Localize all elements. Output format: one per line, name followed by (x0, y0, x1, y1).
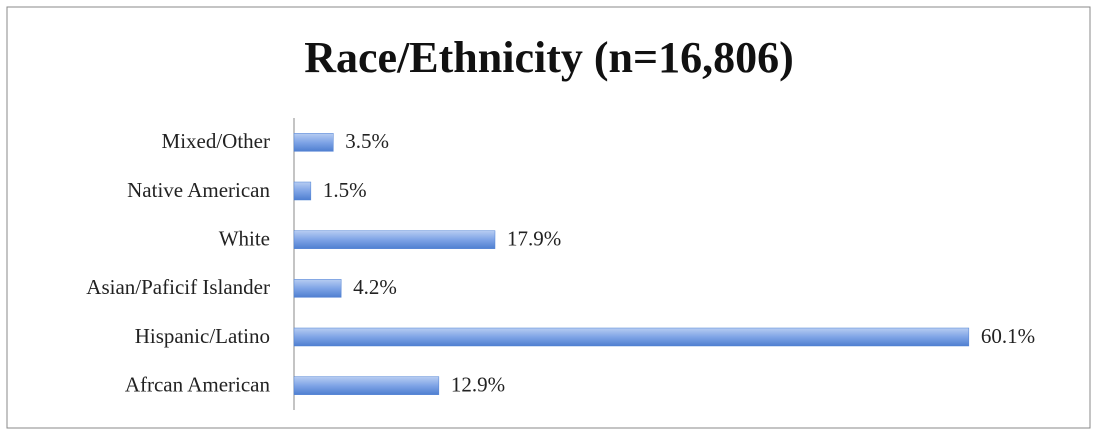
value-label: 17.9% (507, 226, 561, 250)
bar (293, 327, 970, 347)
value-label: 1.5% (323, 178, 367, 202)
y-tick-label: Hispanic/Latino (135, 324, 270, 348)
bar (293, 133, 334, 152)
bar (293, 376, 440, 395)
y-tick-label: Mixed/Other (162, 129, 270, 153)
value-label: 12.9% (451, 372, 505, 396)
value-label: 60.1% (981, 324, 1035, 348)
bar (293, 279, 342, 298)
y-tick-label: White (219, 226, 270, 250)
value-label: 3.5% (345, 129, 389, 153)
bar (293, 181, 312, 201)
y-tick-label: Afrcan American (125, 372, 271, 396)
bar (293, 230, 496, 249)
y-tick-label: Asian/Paficif Islander (86, 275, 270, 299)
chart-title: Race/Ethnicity (n=16,806) (304, 33, 793, 82)
value-label: 4.2% (353, 275, 397, 299)
y-tick-label: Native American (127, 178, 270, 202)
chart-frame (6, 6, 1091, 429)
